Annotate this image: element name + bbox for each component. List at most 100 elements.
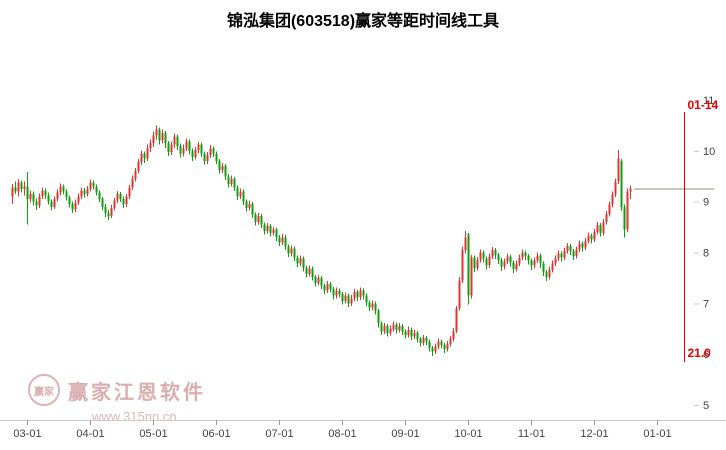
candle-body (152, 135, 155, 144)
candle-body (266, 226, 269, 232)
candle-body (488, 256, 491, 266)
candle-body (620, 161, 623, 207)
candle-body (533, 260, 536, 266)
y-tick-label: 9 (703, 197, 709, 209)
candle-body (260, 215, 263, 225)
y-tick-label: 5 (703, 400, 709, 412)
candle-body (287, 246, 290, 254)
candle-body (449, 338, 452, 344)
candle-body (473, 257, 476, 268)
candle-body (584, 240, 587, 248)
candle-body (11, 187, 14, 197)
candle-body (428, 341, 431, 349)
candle-body (212, 148, 215, 154)
watermark-brand: 赢家江恩软件 (68, 381, 206, 404)
future-date-label: 01-14 (687, 98, 719, 112)
candle-body (509, 256, 512, 263)
candle-body (233, 178, 236, 188)
candle-body (434, 346, 437, 352)
candle-body (464, 237, 467, 250)
candle-body (539, 255, 542, 264)
candle-body (41, 190, 44, 197)
candle-body (248, 204, 251, 208)
candle-body (161, 133, 164, 141)
brand-logo-icon: 赢家 (28, 374, 60, 406)
candle-body (146, 148, 149, 159)
candle-body (461, 249, 464, 281)
candle-body (374, 303, 377, 311)
candle-body (377, 310, 380, 324)
candle-body (32, 194, 35, 202)
candle-body (119, 194, 122, 200)
candle-body (92, 182, 95, 187)
candle-body (512, 262, 515, 269)
candle-body (401, 326, 404, 332)
candle-body (128, 187, 131, 197)
candle-body (116, 194, 119, 201)
candle-body (74, 202, 77, 210)
candle-body (53, 199, 56, 207)
candle-body (125, 196, 128, 205)
candle-body (155, 129, 158, 136)
candle-body (551, 263, 554, 270)
candle-body (404, 331, 407, 335)
candle-body (215, 153, 218, 161)
candle-body (245, 201, 248, 208)
candle-body (182, 148, 185, 154)
candle-body (209, 148, 212, 155)
candle-body (224, 166, 227, 177)
page-title: 锦泓集团(603518)赢家等距时间线工具 (226, 13, 500, 30)
candle-body (365, 295, 368, 303)
candle-body (269, 226, 272, 234)
candle-body (419, 338, 422, 343)
candle-body (218, 161, 221, 171)
candle-body (137, 162, 140, 172)
candle-body (329, 284, 332, 290)
x-tick-label: 11-01 (518, 428, 545, 440)
candle-body (542, 263, 545, 272)
candle-body (23, 186, 26, 189)
candle-body (557, 253, 560, 259)
candle-body (563, 250, 566, 258)
candle-body (548, 269, 551, 277)
candle-body (521, 252, 524, 258)
candle-body (605, 213, 608, 222)
candle-body (467, 234, 470, 296)
candle-body (536, 255, 539, 261)
candle-body (611, 194, 614, 205)
candle-body (599, 225, 602, 234)
candle-body (236, 187, 239, 197)
candle-body (452, 331, 455, 339)
candle-body (383, 326, 386, 332)
candle-body (410, 329, 413, 337)
candle-body (71, 204, 74, 210)
candle-body (527, 256, 530, 261)
candle-body (572, 250, 575, 257)
candle-body (59, 186, 62, 193)
time-count-label: 21.0 (687, 346, 711, 360)
candle-body (302, 258, 305, 268)
candle-body (101, 199, 104, 207)
candle-body (500, 260, 503, 267)
brand-logo-text: 赢家 (34, 386, 54, 398)
candle-body (578, 243, 581, 250)
candle-body (47, 195, 50, 202)
candle-body (17, 182, 20, 192)
x-tick-label: 06-01 (202, 428, 230, 440)
candle-body (344, 295, 347, 301)
candle-body (263, 224, 266, 232)
candle-body (581, 243, 584, 248)
candle-body (194, 149, 197, 157)
x-tick-label: 05-01 (139, 428, 167, 440)
candle-body (407, 329, 410, 335)
candle-body (437, 341, 440, 347)
candle-body (425, 337, 428, 342)
candle-body (242, 191, 245, 202)
candle-body (497, 255, 500, 261)
candle-body (26, 186, 29, 200)
candle-body (518, 257, 521, 264)
candle-body (206, 154, 209, 161)
candle-body (62, 186, 65, 192)
candle-body (134, 171, 137, 179)
